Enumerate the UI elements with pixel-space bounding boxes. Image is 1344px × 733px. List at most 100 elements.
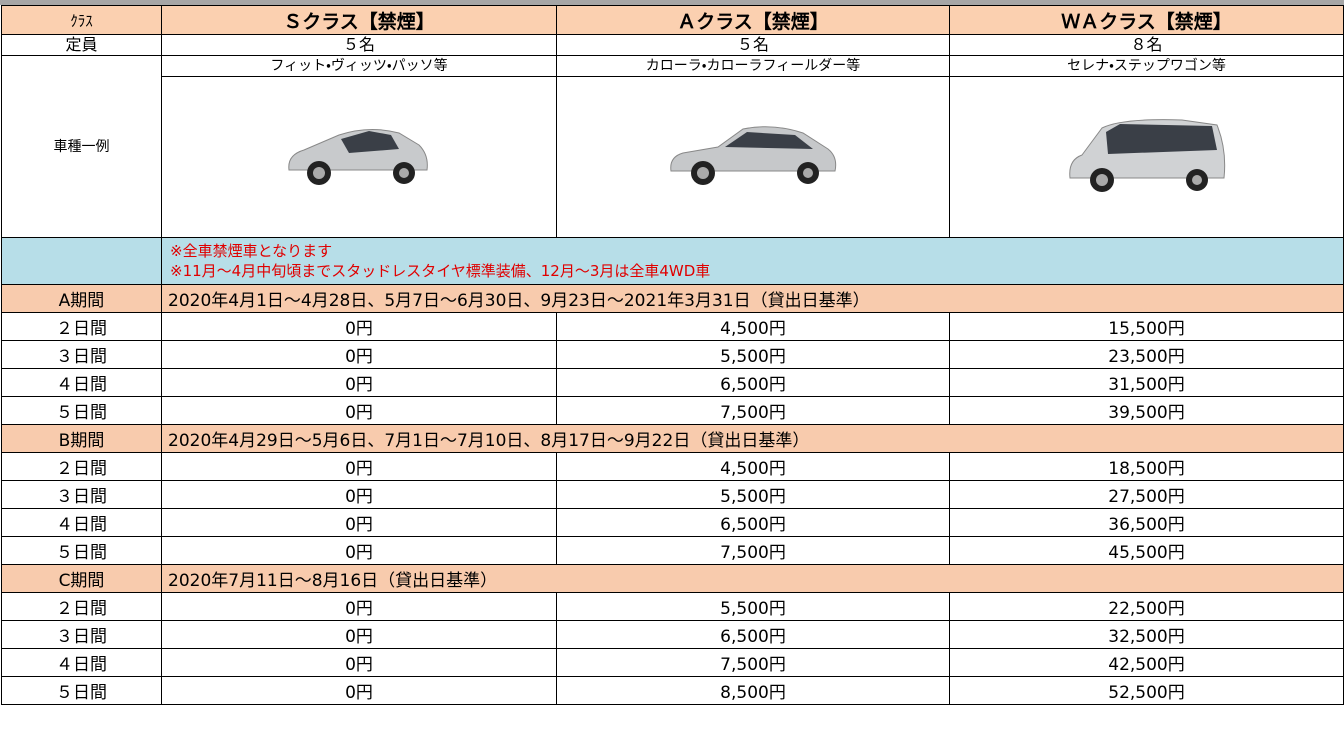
price: 0円 [161,508,557,537]
car-image [670,125,837,185]
car-image [1068,118,1225,192]
price: 7,500円 [556,536,950,565]
blank-cell [1,237,162,285]
model-name: セレナ・ステップワゴン等 [949,55,1344,77]
period-dates: 2020年4月29日～5月6日、7月1日～7月10日、8月17日～9月22日（貸… [161,424,1344,453]
duration: ３日間 [1,340,162,369]
price: 6,500円 [556,368,950,397]
price: 7,500円 [556,396,950,425]
period-dates: 2020年4月1日～4月28日、5月7日～6月30日、9月23日～2021年3月… [161,284,1344,313]
price-row: ３日間 0円 6,500円 32,500円 [1,620,1344,649]
header-row: ｸﾗｽ Ｓクラス【禁煙】 Ａクラス【禁煙】 ＷＡクラス【禁煙】 [1,5,1344,35]
price: 39,500円 [949,396,1344,425]
price-row: ５日間 0円 7,500円 45,500円 [1,536,1344,565]
model-name: フィット・ヴィッツ・パッソ等 [161,55,557,77]
image-row [2,76,1344,238]
price: 5,500円 [556,340,950,369]
price: 27,500円 [949,480,1344,509]
capacity: ８名 [949,34,1344,56]
duration: ４日間 [1,508,162,537]
price: 23,500円 [949,340,1344,369]
model-row: 車種一例 フィット・ヴィッツ・パッソ等 カローラ・カローラフィールダー等 セレナ… [1,55,1344,238]
duration: ３日間 [1,620,162,649]
price: 0円 [161,396,557,425]
period-label: A期間 [1,284,162,313]
price: 32,500円 [949,620,1344,649]
price: 0円 [161,592,557,621]
duration: ２日間 [1,452,162,481]
duration: ４日間 [1,368,162,397]
notes-cell: ※全車禁煙車となります ※11月～4月中旬頃までスタッドレスタイヤ標準装備、12… [161,237,1344,285]
price-row: ４日間 0円 6,500円 36,500円 [1,508,1344,537]
price: 4,500円 [556,452,950,481]
price: 8,500円 [556,676,950,705]
header-cell: ｸﾗｽ [1,5,162,35]
price: 31,500円 [949,368,1344,397]
period-dates: 2020年7月11日～8月16日（貸出日基準） [161,564,1344,593]
duration: ５日間 [1,676,162,705]
price-row: ３日間 0円 5,500円 27,500円 [1,480,1344,509]
capacity: ５名 [556,34,950,56]
price-row: ４日間 0円 6,500円 31,500円 [1,368,1344,397]
model-name: カローラ・カローラフィールダー等 [556,55,950,77]
price-row: ３日間 0円 5,500円 23,500円 [1,340,1344,369]
price: 52,500円 [949,676,1344,705]
price: 0円 [161,620,557,649]
price: 0円 [161,536,557,565]
price: 6,500円 [556,508,950,537]
price: 0円 [161,452,557,481]
notes-row: ※全車禁煙車となります ※11月～4月中旬頃までスタッドレスタイヤ標準装備、12… [1,237,1344,285]
note: ※全車禁煙車となります [170,242,333,260]
price-table: ｸﾗｽ Ｓクラス【禁煙】 Ａクラス【禁煙】 ＷＡクラス【禁煙】 定員 ５名 ５名… [1,5,1344,705]
price: 45,500円 [949,536,1344,565]
row-label: 車種一例 [1,55,162,238]
header-cell: Ｓクラス【禁煙】 [161,5,557,35]
price: 7,500円 [556,648,950,677]
duration: ２日間 [1,592,162,621]
period-label: B期間 [1,424,162,453]
price-row: ５日間 0円 8,500円 52,500円 [1,676,1344,705]
price-row: ２日間 0円 5,500円 22,500円 [1,592,1344,621]
duration: ３日間 [1,480,162,509]
top-bar [0,0,1344,5]
price: 0円 [161,340,557,369]
capacity-row: 定員 ５名 ５名 ８名 [1,34,1344,56]
price: 42,500円 [949,648,1344,677]
price: 6,500円 [556,620,950,649]
price-row: ２日間 0円 4,500円 18,500円 [1,452,1344,481]
price-row: ４日間 0円 7,500円 42,500円 [1,648,1344,677]
note: ※11月～4月中旬頃までスタッドレスタイヤ標準装備、12月～3月は全車4WD車 [170,262,711,280]
price: 22,500円 [949,592,1344,621]
car-image-cell [161,76,557,238]
price: 5,500円 [556,480,950,509]
price: 0円 [161,676,557,705]
price: 0円 [161,312,557,341]
price: 18,500円 [949,452,1344,481]
period-row: A期間 2020年4月1日～4月28日、5月7日～6月30日、9月23日～2021… [1,284,1344,313]
car-image [288,128,428,185]
price: 4,500円 [556,312,950,341]
duration: ２日間 [1,312,162,341]
period-row: B期間 2020年4月29日～5月6日、7月1日～7月10日、8月17日～9月22… [1,424,1344,453]
price: 0円 [161,648,557,677]
duration: ４日間 [1,648,162,677]
period-row: C期間 2020年7月11日～8月16日（貸出日基準） [1,564,1344,593]
price-row: ５日間 0円 7,500円 39,500円 [1,396,1344,425]
car-image-cell [556,76,950,238]
header-cell: Ａクラス【禁煙】 [556,5,950,35]
price: 15,500円 [949,312,1344,341]
price: 0円 [161,480,557,509]
price: 36,500円 [949,508,1344,537]
duration: ５日間 [1,396,162,425]
price-row: ２日間 0円 4,500円 15,500円 [1,312,1344,341]
duration: ５日間 [1,536,162,565]
capacity: ５名 [161,34,557,56]
car-image-cell [949,76,1344,238]
header-cell: ＷＡクラス【禁煙】 [949,5,1344,35]
price: 5,500円 [556,592,950,621]
price: 0円 [161,368,557,397]
row-label: 定員 [1,34,162,56]
period-label: C期間 [1,564,162,593]
